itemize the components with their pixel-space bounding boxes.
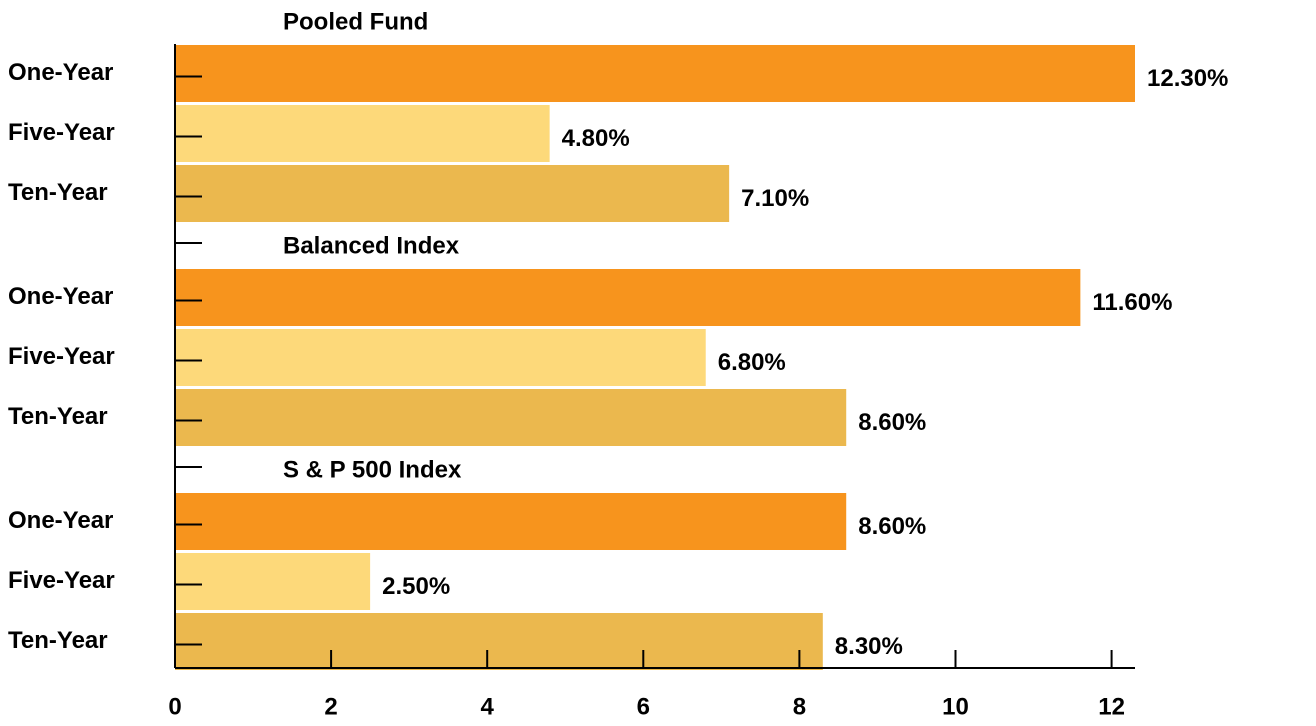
x-tick-label: 8 — [793, 693, 806, 720]
category-label: One-Year — [8, 283, 113, 310]
category-label: Five-Year — [8, 567, 115, 594]
x-tick-label: 2 — [324, 693, 337, 720]
value-label: 2.50% — [382, 573, 450, 600]
group-title: S & P 500 Index — [283, 456, 462, 483]
value-label: 4.80% — [562, 125, 630, 152]
bar — [175, 389, 847, 446]
bar — [175, 105, 550, 162]
value-label: 8.60% — [858, 513, 926, 540]
bar — [175, 329, 706, 386]
bar — [175, 45, 1135, 102]
category-label: Ten-Year — [8, 403, 108, 430]
category-label: Five-Year — [8, 343, 115, 370]
value-label: 7.10% — [741, 185, 809, 212]
bar — [175, 613, 823, 670]
x-tick-label: 12 — [1098, 693, 1125, 720]
value-label: 11.60% — [1092, 289, 1172, 316]
x-tick-label: 6 — [637, 693, 650, 720]
x-tick-label: 0 — [168, 693, 181, 720]
category-label: Five-Year — [8, 119, 115, 146]
x-tick-label: 4 — [481, 693, 495, 720]
bar — [175, 269, 1081, 326]
group-title: Pooled Fund — [283, 8, 428, 35]
value-label: 8.60% — [858, 409, 926, 436]
category-label: Ten-Year — [8, 627, 108, 654]
bar — [175, 165, 730, 222]
value-label: 6.80% — [718, 349, 786, 376]
x-tick-label: 10 — [942, 693, 969, 720]
category-label: Ten-Year — [8, 179, 108, 206]
value-label: 12.30% — [1147, 65, 1228, 92]
category-label: One-Year — [8, 507, 113, 534]
group-title: Balanced Index — [283, 232, 460, 259]
value-label: 8.30% — [835, 633, 903, 660]
category-label: One-Year — [8, 59, 113, 86]
bar — [175, 553, 371, 610]
bar — [175, 493, 847, 550]
